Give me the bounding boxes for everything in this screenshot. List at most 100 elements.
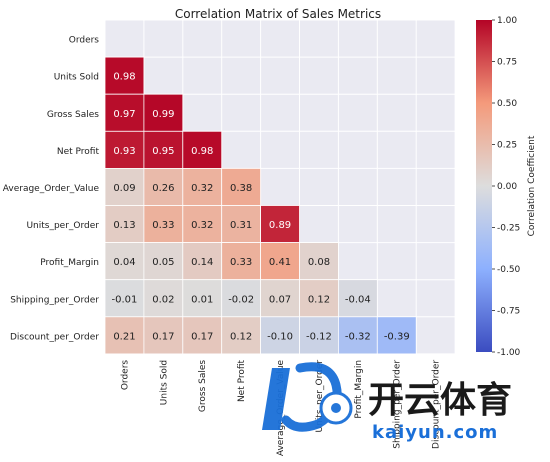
colorbar-tick-label: -1.00 <box>497 348 521 358</box>
colorbar: -1.00 -0.75 -0.50 -0.25 0.00 0.25 0.50 0.75 1.00… <box>476 16 537 358</box>
cell-value-label: 0.99 <box>152 109 174 120</box>
heatmap-cell <box>260 205 300 243</box>
heatmap-cell <box>104 93 145 132</box>
heatmap-cell <box>221 205 261 243</box>
heatmap-cell <box>299 316 339 355</box>
y-tick-label: Orders <box>69 36 100 46</box>
cell-value-label: 0.09 <box>113 183 135 194</box>
heatmap-cell <box>260 279 300 318</box>
x-tick-label: Profit_Margin <box>354 360 364 419</box>
watermark-text: 开云体育 <box>368 380 512 421</box>
cell-value-label: 0.93 <box>113 146 135 157</box>
cell-value-label: 0.98 <box>113 72 135 83</box>
y-tick-label: Units_per_Order <box>26 221 99 231</box>
heatmap-cell <box>260 242 300 281</box>
cell-value-label: 0.12 <box>308 294 330 305</box>
cell-value-label: 0.33 <box>152 220 174 231</box>
cell-value-label: -0.04 <box>345 294 371 305</box>
watermark-url: kaiyun.com <box>372 422 498 443</box>
cell-value-label: 0.21 <box>113 331 135 342</box>
cell-value-label: 0.12 <box>230 331 252 342</box>
heatmap-cell <box>221 242 261 281</box>
heatmap-cell <box>104 167 145 206</box>
heatmap-cell <box>143 205 184 243</box>
cell-value-label: 0.13 <box>113 220 135 231</box>
cell-value-label: -0.32 <box>345 331 371 342</box>
y-tick-label: Net Profit <box>57 147 100 157</box>
heatmap-cell <box>182 167 223 206</box>
heatmap-cell <box>104 242 145 281</box>
chart-title: Correlation Matrix of Sales Metrics <box>175 7 381 21</box>
x-tick-label: Units_per_Order <box>315 360 325 433</box>
heatmap-cell <box>104 205 145 243</box>
cell-value-label: 0.38 <box>230 183 252 194</box>
colorbar-tick-label: 0.00 <box>497 182 517 192</box>
heatmap-cell <box>104 316 145 355</box>
heatmap-cell <box>104 130 145 169</box>
colorbar-tick-label: -0.50 <box>497 265 521 275</box>
heatmap-cell <box>260 316 300 355</box>
cell-value-label: 0.89 <box>269 220 291 231</box>
heatmap-cells: 0.98 0.97 0.99 0.93 0.95 0.98 0.09 0.26 0.32 0.38… <box>104 56 417 355</box>
cell-value-label: 0.98 <box>191 146 213 157</box>
y-tick-label: Gross Sales <box>47 110 99 120</box>
heatmap-cell <box>221 167 261 206</box>
cell-value-label: -0.01 <box>112 294 138 305</box>
cell-value-label: 0.32 <box>191 220 213 231</box>
cell-value-label: 0.97 <box>113 109 135 120</box>
heatmap-cell <box>182 242 223 281</box>
colorbar-tick-label: 0.25 <box>497 141 517 151</box>
heatmap-cell <box>182 316 223 355</box>
y-tick-label: Profit_Margin <box>40 258 99 268</box>
colorbar-tick-label: 0.50 <box>497 99 517 109</box>
x-tick-label: Shipping_per_Order <box>393 360 403 449</box>
y-tick-labels: Orders Units Sold Gross Sales Net Profit Ave… <box>3 36 100 343</box>
cell-value-label: -0.10 <box>267 331 293 342</box>
colorbar-tick-label: 0.75 <box>497 58 517 68</box>
watermark-logo-icon <box>262 362 353 432</box>
heatmap-cell <box>221 316 261 355</box>
cell-value-label: 0.01 <box>191 294 213 305</box>
y-tick-label: Shipping_per_Order <box>10 295 99 305</box>
heatmap-cell <box>143 316 184 355</box>
cell-value-label: 0.41 <box>269 257 291 268</box>
colorbar-tick-label: -0.75 <box>497 307 520 317</box>
heatmap-cell <box>299 242 339 281</box>
colorbar-gradient <box>476 20 492 352</box>
x-tick-label: Net Profit <box>237 359 247 402</box>
heatmap-cell <box>182 205 223 243</box>
heatmap-cell <box>143 242 184 281</box>
x-tick-label: Orders <box>120 360 130 391</box>
x-tick-label: Units Sold <box>159 360 169 405</box>
y-tick-label: Units Sold <box>54 73 99 83</box>
cell-value-label: 0.05 <box>152 257 174 268</box>
cell-value-label: 0.32 <box>191 183 213 194</box>
y-tick-label: Discount_per_Order <box>10 332 99 342</box>
x-tick-label: Discount_per_Order <box>432 360 442 449</box>
colorbar-tick-label: -0.25 <box>497 224 520 234</box>
colorbar-label: Correlation Coefficient <box>527 135 537 236</box>
cell-value-label: 0.26 <box>152 183 174 194</box>
heatmap-cell <box>337 316 378 355</box>
cell-value-label: 0.17 <box>152 331 174 342</box>
heatmap-cell <box>337 279 378 318</box>
cell-value-label: -0.39 <box>384 331 410 342</box>
cell-value-label: 0.14 <box>191 257 213 268</box>
heatmap-cell <box>104 279 145 318</box>
cell-value-label: 0.95 <box>152 146 174 157</box>
colorbar-tick-label: 1.00 <box>497 16 517 26</box>
cell-value-label: -0.02 <box>228 294 254 305</box>
cell-value-label: 0.33 <box>230 257 252 268</box>
heatmap-cell <box>376 316 417 355</box>
cell-value-label: 0.02 <box>152 294 174 305</box>
cell-value-label: 0.31 <box>230 220 252 231</box>
x-tick-label: Gross Sales <box>198 360 208 412</box>
y-tick-label: Average_Order_Value <box>3 184 100 194</box>
cell-value-label: 0.07 <box>269 294 291 305</box>
cell-value-label: 0.08 <box>308 257 330 268</box>
cell-value-label: 0.04 <box>113 257 135 268</box>
heatmap-cell <box>104 56 145 95</box>
